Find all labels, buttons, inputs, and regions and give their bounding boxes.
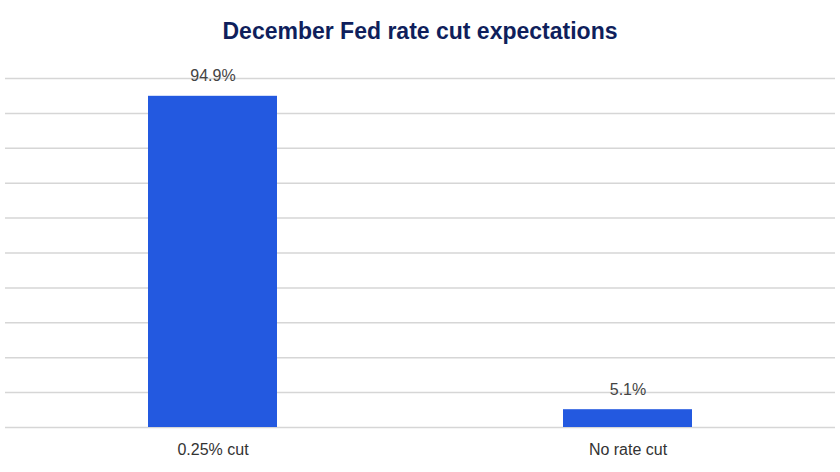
svg-text:94.9%: 94.9% [190,67,235,84]
html-text:December Fed rate cut expectat: December Fed rate cut expectations [222,18,618,44]
svg-text:5.1%: 5.1% [610,381,646,398]
svg-text:0.25% cut: 0.25% cut [177,441,249,458]
svg-text:No rate cut: No rate cut [589,441,668,458]
